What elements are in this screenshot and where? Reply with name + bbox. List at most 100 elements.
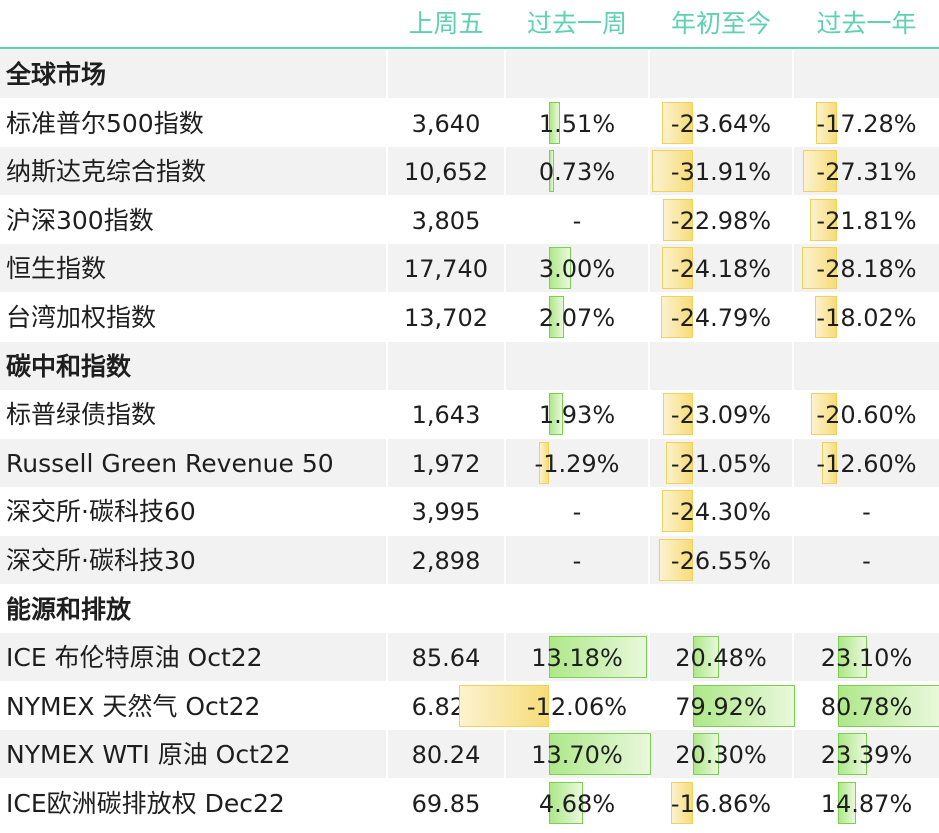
value-ytd: -26.55% [670,547,772,575]
row-name: 沪深300指数 [6,205,154,235]
column-separator [386,341,388,390]
column-separator [792,244,794,293]
column-separator [386,293,388,341]
column-separator [386,536,388,584]
section-title: 能源和排放 [6,594,132,624]
table-row: 深交所·碳科技30 2,898 - -26.55% - [0,536,939,584]
value-ytd: -21.05% [670,449,772,478]
cell-week: - [506,196,648,244]
row-name: 深交所·碳科技60 [6,497,196,527]
cell-last: 1,972 [388,439,504,487]
data-bar-year [809,198,838,241]
cell-ytd: -16.86% [650,779,792,827]
column-separator [386,681,388,730]
table-row: 沪深300指数 3,805 - -22.98% -21.81% [0,195,939,244]
cell-last: 2,898 [388,536,504,584]
value-week: 0.73% [538,158,616,187]
data-bar-week [548,636,647,679]
cell-ytd: -23.09% [650,390,792,438]
data-bar-week [548,150,555,193]
value-last: 1,972 [411,449,481,478]
row-name: NYMEX 天然气 Oct22 [6,691,261,721]
cell-ytd: -31.91% [650,147,792,195]
cell-week: - [506,487,648,535]
data-bar-ytd [651,150,693,193]
value-ytd: 20.48% [675,644,767,673]
cell-year: -12.60% [794,439,939,487]
table-row: Russell Green Revenue 50 1,972 -1.29% -21.0… [0,438,939,487]
data-bar-year [837,782,857,824]
row-name: 纳斯达克综合指数 [6,157,207,187]
column-separator [504,536,506,584]
section-row: 能源和排放 [0,584,939,633]
data-bar-week [548,247,571,290]
row-name: ICE欧洲碳排放权 Dec22 [6,789,285,818]
cell-year: -21.81% [794,196,939,244]
value-ytd: -24.18% [670,255,772,284]
value-ytd: 79.92% [675,692,767,721]
data-bar-year [837,733,868,776]
column-separator [648,195,650,244]
cell-ytd: 79.92% [650,682,795,730]
column-separator [504,341,506,390]
value-last: 85.64 [411,644,481,673]
column-separator [792,50,794,98]
table-row: 深交所·碳科技60 3,995 - -24.30% - [0,487,939,536]
cell-ytd: -24.30% [650,487,792,535]
column-separator [504,730,506,779]
value-last: 3,640 [411,109,481,138]
section-row: 全球市场 [0,50,939,98]
column-separator [504,633,506,682]
value-ytd: -23.09% [670,401,772,430]
value-year: 80.78% [820,692,913,721]
column-separator [648,390,650,439]
column-separator [386,487,388,536]
column-separator [792,730,794,779]
section-title: 全球市场 [6,60,107,89]
data-bar-year [803,150,838,193]
column-separator [504,438,506,487]
column-separator [792,584,794,633]
column-separator [386,147,388,196]
value-year: 14.87% [820,790,913,818]
table-row: 标普绿债指数 1,643 1.93% -23.09% -20.60% [0,390,939,439]
row-name: 深交所·碳科技30 [6,546,196,575]
row-name: 恒生指数 [6,254,107,284]
cell-week: 3.00% [506,244,648,292]
cell-week: - [506,536,648,584]
value-week: -1.29% [534,449,620,478]
value-ytd: -23.64% [670,109,772,138]
column-separator [792,438,794,487]
cell-last: 69.85 [388,779,504,827]
value-year: 23.10% [820,644,913,673]
column-separator [386,438,388,487]
value-last: 10,652 [404,158,488,187]
value-week: - [572,206,582,235]
column-separator [792,98,794,147]
data-bar-ytd [663,393,693,436]
data-bar-ytd [660,296,693,338]
column-separator [648,147,650,196]
cell-week: 1.93% [506,390,648,438]
cell-week: -1.29% [506,439,648,487]
table-row: NYMEX WTI 原油 Oct22 80.24 13.70% 20.30% 23.39… [0,730,939,779]
column-separator [386,50,388,98]
data-bar-ytd [661,490,693,533]
value-year: -28.18% [816,255,917,284]
column-separator [386,195,388,244]
value-year: -17.28% [816,109,917,138]
table-row: NYMEX 天然气 Oct22 6.828 -12.06% 79.92% 80.78% [0,681,939,730]
value-week: 3.00% [538,255,616,284]
column-separator [792,779,794,827]
cell-year: -28.18% [794,244,939,292]
data-bar-year [814,296,838,338]
section-row: 碳中和指数 [0,341,939,390]
data-bar-ytd [658,539,693,581]
column-separator [792,487,794,536]
table-row: 纳斯达克综合指数 10,652 0.73% -31.91% -27.31% [0,147,939,196]
cell-ytd: -24.79% [650,293,792,341]
column-separator [792,147,794,196]
cell-year: - [794,487,939,535]
row-name: 台湾加权指数 [6,303,157,332]
data-bar-year [837,684,939,727]
